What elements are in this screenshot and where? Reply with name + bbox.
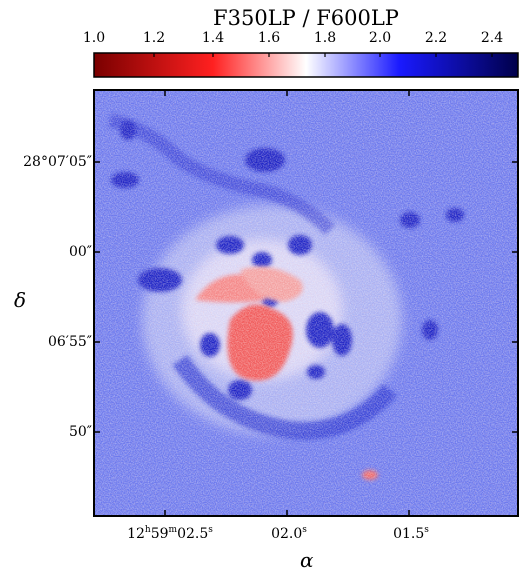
colorbar-tick-label: 1.8 — [313, 30, 337, 46]
x-tick-label: 12h59m02.5s — [127, 525, 213, 542]
y-tick-label: 50″ — [68, 424, 92, 440]
x-tick-label: 02.0s — [271, 525, 307, 542]
y-axis-label: δ — [14, 288, 27, 312]
y-tick-label: 00″ — [68, 244, 92, 260]
x-axis-label: α — [300, 548, 314, 572]
galaxy-ratio-map — [94, 90, 518, 516]
colorbar-tick-label: 2.2 — [424, 30, 448, 46]
colorbar-tick-label: 1.4 — [201, 30, 225, 46]
axis-ticks — [94, 90, 518, 516]
x-tick-label: 01.5s — [393, 525, 429, 542]
colorbar — [93, 52, 519, 78]
colorbar-tick-label: 2.0 — [368, 30, 392, 46]
colorbar-ticks — [153, 53, 493, 57]
colorbar-tick-label: 2.4 — [480, 30, 504, 46]
colorbar-tick-label: 1.0 — [82, 30, 106, 46]
colorbar-tick-label: 1.2 — [142, 30, 166, 46]
image-frame — [93, 89, 519, 517]
y-tick-label: 06′55″ — [47, 334, 92, 350]
colorbar-tick-label: 1.6 — [257, 30, 281, 46]
y-tick-label: 28°07′05″ — [23, 154, 92, 170]
colorbar-title: F350LP / F600LP — [213, 6, 399, 30]
